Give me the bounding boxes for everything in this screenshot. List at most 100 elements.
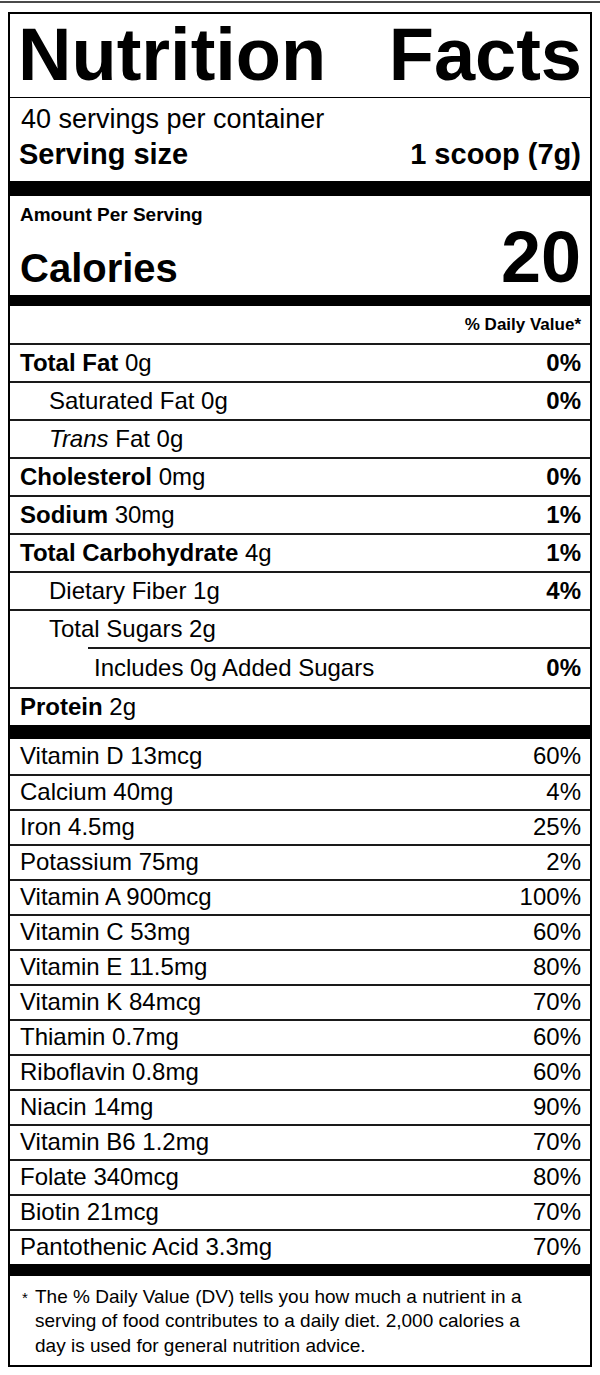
top-divider-line: [0, 1, 600, 3]
vitamin-dv: 70%: [533, 1233, 581, 1261]
vitamin-name: Pantothenic Acid: [20, 1233, 199, 1260]
vitamin-amount: 75mg: [139, 848, 199, 875]
vitamin-amount: 40mg: [113, 778, 173, 805]
nutrient-name: Saturated Fat: [49, 387, 194, 414]
nutrients-section: Total Fat 0g 0% Saturated Fat 0g 0% Tran…: [10, 343, 590, 725]
footnote-text: The % Daily Value (DV) tells you how muc…: [35, 1285, 540, 1360]
nutrient-amount: 30mg: [115, 501, 175, 528]
nutrient-name: Total Fat: [20, 349, 118, 376]
vitamin-name: Vitamin E: [20, 953, 122, 980]
vitamin-amount: 3.3mg: [205, 1233, 272, 1260]
vitamin-name: Vitamin C: [20, 918, 124, 945]
nutrient-amount: 0g: [201, 387, 228, 414]
vitamin-amount: 13mcg: [130, 742, 202, 769]
vitamin-name: Vitamin B6: [20, 1128, 136, 1155]
vitamin-dv: 2%: [546, 848, 581, 876]
vitamin-row: Vitamin K 84mcg 70%: [10, 984, 590, 1019]
vitamin-amount: 53mg: [130, 918, 190, 945]
vitamin-amount: 14mg: [93, 1093, 153, 1120]
vitamin-dv: 70%: [533, 1198, 581, 1226]
serving-size-row: Serving size 1 scoop (7g): [10, 135, 590, 181]
vitamin-name: Vitamin D: [20, 742, 124, 769]
serving-size-label: Serving size: [19, 138, 188, 171]
vitamins-section: Vitamin D 13mcg 60% Calcium 40mg 4% Iron…: [10, 739, 590, 1264]
vitamin-dv: 60%: [533, 742, 581, 770]
vitamin-amount: 340mcg: [93, 1163, 178, 1190]
medium-bar-footnote: [10, 1264, 590, 1276]
vitamin-dv: 90%: [533, 1093, 581, 1121]
vitamin-row: Niacin 14mg 90%: [10, 1089, 590, 1124]
nutrient-name: Cholesterol: [20, 463, 152, 490]
vitamin-row: Biotin 21mcg 70%: [10, 1194, 590, 1229]
nutrient-name: Includes 0g Added Sugars: [94, 654, 374, 681]
nutrient-amount: 0mg: [159, 463, 206, 490]
thick-bar-vitamins-top: [10, 725, 590, 739]
nutrient-dv: 0%: [546, 349, 581, 377]
vitamin-dv: 4%: [546, 778, 581, 806]
nutrient-row: Cholesterol 0mg 0%: [10, 457, 590, 495]
vitamin-amount: 0.7mg: [112, 1023, 179, 1050]
vitamin-amount: 4.5mg: [68, 813, 135, 840]
nutrient-name: Dietary Fiber: [49, 577, 186, 604]
nutrient-name: Protein: [20, 693, 103, 720]
vitamin-name: Biotin: [20, 1198, 80, 1225]
vitamin-name: Calcium: [20, 778, 107, 805]
vitamin-amount: 900mcg: [126, 883, 211, 910]
vitamin-dv: 60%: [533, 1058, 581, 1086]
nutrient-row: Trans Fat 0g: [10, 419, 590, 457]
nutrient-dv: 0%: [546, 654, 581, 682]
vitamin-dv: 60%: [533, 1023, 581, 1051]
vitamin-row: Vitamin D 13mcg 60%: [10, 739, 590, 774]
nutrient-row: Saturated Fat 0g 0%: [10, 381, 590, 419]
vitamin-row: Thiamin 0.7mg 60%: [10, 1019, 590, 1054]
nutrient-name: Sodium: [20, 501, 108, 528]
vitamin-row: Vitamin C 53mg 60%: [10, 914, 590, 949]
vitamin-row: Calcium 40mg 4%: [10, 774, 590, 809]
vitamin-dv: 60%: [533, 918, 581, 946]
vitamin-amount: 21mcg: [87, 1198, 159, 1225]
nutrient-row: Dietary Fiber 1g 4%: [10, 571, 590, 609]
vitamin-dv: 100%: [520, 883, 581, 911]
nutrient-amount: 4g: [245, 539, 272, 566]
nutrient-row: Total Carbohydrate 4g 1%: [10, 533, 590, 571]
footnote-asterisk: *: [22, 1285, 35, 1308]
vitamin-name: Potassium: [20, 848, 132, 875]
servings-per-container: 40 servings per container: [10, 98, 590, 135]
nutrient-name: Total Sugars: [49, 615, 182, 642]
nutrient-dv: 4%: [546, 577, 581, 605]
vitamin-amount: 84mcg: [129, 988, 201, 1015]
vitamin-row: Vitamin B6 1.2mg 70%: [10, 1124, 590, 1159]
calories-row: Calories 20: [10, 224, 590, 294]
nutrient-row: Total Fat 0g 0%: [10, 343, 590, 381]
vitamin-dv: 80%: [533, 1163, 581, 1191]
vitamin-amount: 11.5mg: [129, 953, 207, 980]
vitamin-row: Iron 4.5mg 25%: [10, 809, 590, 844]
calories-label: Calories: [20, 246, 178, 290]
vitamin-row: Potassium 75mg 2%: [10, 844, 590, 879]
label-title: Nutrition Facts: [18, 20, 582, 90]
nutrient-dv: 1%: [546, 501, 581, 529]
nutrient-row: Protein 2g: [10, 687, 590, 725]
vitamin-dv: 70%: [533, 988, 581, 1016]
vitamin-row: Vitamin A 900mcg 100%: [10, 879, 590, 914]
vitamin-amount: 1.2mg: [142, 1128, 209, 1155]
vitamin-dv: 70%: [533, 1128, 581, 1156]
daily-value-header: % Daily Value*: [10, 306, 590, 343]
nutrient-amount: 1g: [193, 577, 220, 604]
vitamin-name: Vitamin A: [20, 883, 120, 910]
vitamin-row: Riboflavin 0.8mg 60%: [10, 1054, 590, 1089]
nutrient-name: Total Carbohydrate: [20, 539, 238, 566]
nutrient-amount: 2g: [109, 693, 136, 720]
vitamin-row: Folate 340mcg 80%: [10, 1159, 590, 1194]
vitamin-name: Vitamin K: [20, 988, 122, 1015]
vitamin-name: Folate: [20, 1163, 87, 1190]
nutrient-name: Trans: [49, 425, 109, 452]
vitamin-name: Thiamin: [20, 1023, 105, 1050]
nutrient-amount: 0g: [125, 349, 152, 376]
vitamin-dv: 25%: [533, 813, 581, 841]
vitamin-row: Vitamin E 11.5mg 80%: [10, 949, 590, 984]
calories-value: 20: [501, 224, 581, 290]
nutrient-amount: 2g: [189, 615, 216, 642]
vitamin-row: Pantothenic Acid 3.3mg 70%: [10, 1229, 590, 1264]
serving-size-value: 1 scoop (7g): [410, 138, 581, 171]
